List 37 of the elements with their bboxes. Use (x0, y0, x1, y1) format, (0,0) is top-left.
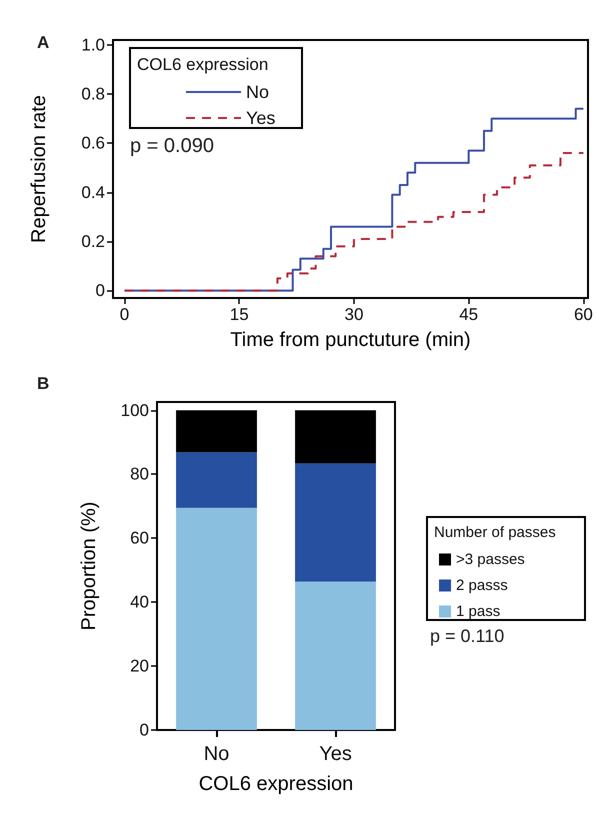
x-tick-label: 15 (230, 305, 249, 324)
x-axis-title: COL6 expression (198, 773, 354, 795)
text: p = 0.110 (430, 626, 504, 646)
x-axis-title: Time from punctuture (min) (230, 329, 471, 351)
legend-label: Yes (246, 108, 276, 128)
y-tick-label: 60 (130, 528, 149, 548)
annotation: p = 0.090 (130, 135, 214, 157)
bar (176, 508, 257, 730)
y-tick-label: 40 (130, 592, 149, 612)
legend-label: 1 pass (456, 603, 500, 620)
legend-title: Number of passes (434, 524, 556, 541)
y-tick-label: 0.6 (81, 134, 105, 153)
bar (295, 582, 376, 730)
text: B (37, 374, 50, 393)
text: A (37, 33, 50, 52)
y-tick-label: 1.0 (81, 35, 105, 54)
legend-title: COL6 expression (137, 55, 268, 74)
y-tick-label: 100 (120, 400, 149, 420)
x-tick-label: 60 (574, 305, 593, 324)
bar (295, 410, 376, 464)
y-axis-title: Proportion (%) (78, 502, 100, 630)
bar (295, 463, 376, 582)
y-tick-label: 20 (130, 656, 149, 676)
y-axis-title: Reperfusion rate (28, 95, 50, 243)
legend-label: 2 passs (456, 577, 508, 594)
y-tick-label: 0 (96, 281, 105, 300)
bar (176, 410, 257, 452)
y-tick-label: 80 (130, 464, 149, 484)
legend-label: No (246, 82, 270, 102)
y-tick-label: 0.8 (81, 84, 105, 104)
y-tick-label: 0 (140, 720, 149, 740)
x-tick-label: 45 (459, 305, 478, 324)
y-tick-label: 0.4 (81, 182, 105, 202)
y-tick-label: 0.2 (81, 232, 105, 251)
x-tick-label: 30 (344, 305, 364, 324)
bar (176, 452, 257, 508)
legend-label: >3 passes (456, 551, 525, 568)
